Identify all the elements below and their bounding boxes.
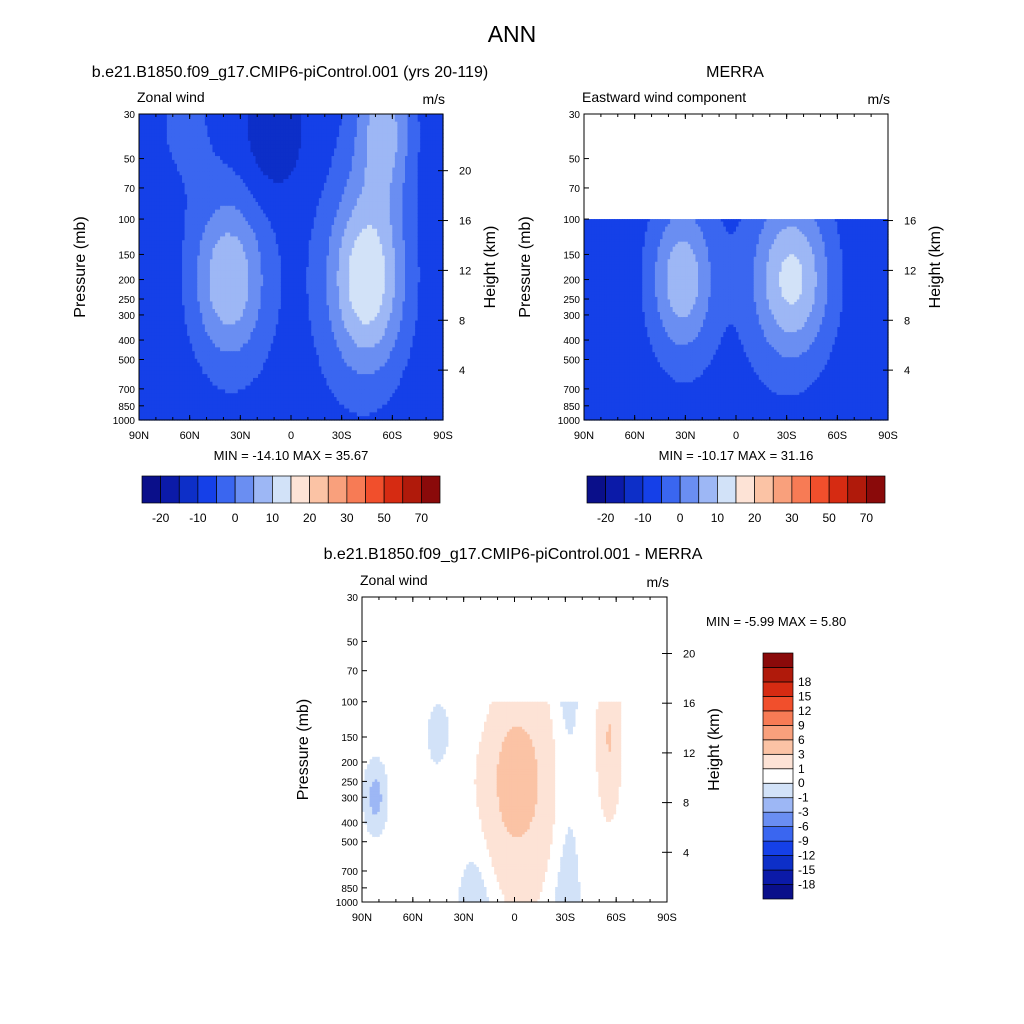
figure-title: ANN bbox=[488, 21, 537, 47]
figure: ANN b.e21.B1850.f09_g17.CMIP6-piControl.… bbox=[0, 0, 1024, 1024]
panel-title: b.e21.B1850.f09_g17.CMIP6-piControl.001 … bbox=[92, 64, 488, 81]
field-cells bbox=[139, 114, 444, 421]
panel-model: b.e21.B1850.f09_g17.CMIP6-piControl.001 … bbox=[72, 64, 499, 525]
panel-left-label: Zonal wind bbox=[137, 89, 205, 105]
units-label: m/s bbox=[422, 91, 445, 107]
